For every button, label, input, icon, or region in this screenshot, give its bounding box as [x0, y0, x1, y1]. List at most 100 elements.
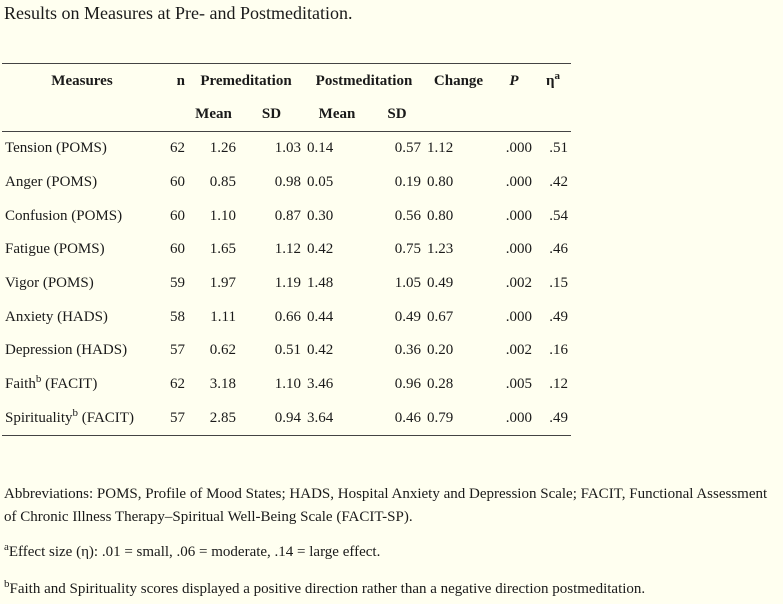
measure-name: Tension (POMS) — [5, 140, 107, 157]
cell-n: 60 — [170, 174, 185, 191]
cell-pre-mean: 1.65 — [209, 241, 236, 258]
cell-eta: .49 — [549, 308, 568, 325]
measure-name: Fatigue (POMS) — [5, 241, 105, 258]
table-caption: Results on Measures at Pre- and Postmedi… — [4, 3, 353, 23]
measure-name: Anger (POMS) — [5, 174, 98, 191]
cell-post-sd: 0.75 — [394, 241, 421, 258]
results-table: Measures n Premeditation Postmeditation … — [2, 63, 571, 437]
cell-n: 62 — [170, 140, 185, 157]
cell-pre-sd: 0.94 — [239, 401, 304, 437]
cell-change: 0.28 — [427, 376, 454, 393]
header-premeditation: Premeditation — [188, 63, 304, 98]
table-row: Anger (POMS) 60 0.85 0.98 0.05 0.19 0.80 .000 .4… — [2, 166, 571, 200]
header-eta-symbol: η — [545, 72, 555, 89]
cell-measure: Anger (POMS) — [2, 166, 162, 200]
measure-name: Confusion (POMS) — [5, 207, 123, 224]
header-change: Change — [424, 63, 493, 98]
table-row: Tension (POMS) 62 1.26 1.03 0.14 0.57 1.12 .000… — [2, 132, 571, 166]
header-measures: Measures — [2, 63, 162, 98]
cell-p-value: .005 — [505, 376, 532, 393]
cell-post-mean: 3.46 — [307, 376, 334, 393]
cell-pre-sd: 1.10 — [274, 376, 301, 393]
cell-measure: Fatigue (POMS) — [2, 233, 162, 267]
measure-scale: (FACIT) — [41, 376, 98, 393]
cell-p-value: .000 — [493, 401, 535, 437]
table-row: Vigor (POMS) 59 1.97 1.19 1.48 1.05 0.49 .002 .1… — [2, 267, 571, 301]
cell-n: 60 — [170, 207, 185, 224]
cell-post-sd: 0.36 — [394, 342, 421, 359]
cell-post-sd: 0.56 — [394, 207, 421, 224]
measure-name: Faith — [5, 376, 36, 393]
cell-measure: Confusion (POMS) — [2, 199, 162, 233]
cell-pre-mean: 1.26 — [209, 140, 236, 157]
cell-p-value: .000 — [505, 308, 532, 325]
cell-post-sd: 0.96 — [394, 376, 421, 393]
cell-pre-mean: 1.10 — [209, 207, 236, 224]
cell-pre-mean: 1.11 — [210, 308, 236, 325]
cell-pre-sd: 0.51 — [274, 342, 301, 359]
cell-post-mean: 0.44 — [307, 308, 334, 325]
measure-scale: (FACIT) — [78, 409, 134, 426]
cell-change: 1.23 — [427, 241, 454, 258]
cell-change: 0.49 — [427, 275, 454, 292]
cell-p-value: .000 — [505, 207, 532, 224]
table-row: Fatigue (POMS) 60 1.65 1.12 0.42 0.75 1.23 .000… — [2, 233, 571, 267]
header-n: n — [162, 63, 188, 98]
cell-measure: Spiritualityb (FACIT) — [2, 401, 162, 437]
measure-name: Vigor (POMS) — [5, 275, 94, 292]
cell-eta: .49 — [535, 401, 571, 437]
cell-post-mean: 1.48 — [307, 275, 334, 292]
header-pre-sd: SD — [239, 98, 304, 132]
cell-pre-sd: 0.66 — [274, 308, 301, 325]
cell-pre-mean: 3.18 — [209, 376, 236, 393]
cell-pre-sd: 1.12 — [274, 241, 301, 258]
cell-n: 62 — [170, 376, 185, 393]
header-post-mean: Mean — [304, 98, 370, 132]
footnote-b: bFaith and Spirituality scores displayed… — [4, 578, 783, 601]
cell-post-mean: 0.05 — [307, 174, 334, 191]
cell-eta: .46 — [549, 241, 568, 258]
cell-post-mean: 3.64 — [304, 401, 370, 437]
cell-eta: .54 — [549, 207, 568, 224]
cell-n: 57 — [162, 401, 188, 437]
cell-pre-sd: 1.03 — [274, 140, 301, 157]
header-p: P — [493, 63, 535, 98]
cell-change: 0.80 — [427, 174, 454, 191]
cell-change: 0.67 — [427, 308, 454, 325]
cell-p-value: .000 — [505, 174, 532, 191]
cell-post-sd: 0.49 — [394, 308, 421, 325]
cell-n: 57 — [170, 342, 185, 359]
cell-measure: Depression (HADS) — [2, 334, 162, 368]
cell-n: 59 — [170, 275, 185, 292]
table-row: Depression (HADS) 57 0.62 0.51 0.42 0.36 0.20.… — [2, 334, 571, 368]
cell-post-sd: 1.05 — [394, 275, 421, 292]
cell-post-sd: 0.19 — [394, 174, 421, 191]
cell-p-value: .000 — [505, 241, 532, 258]
measure-name: Depression (HADS) — [5, 342, 128, 359]
table-body: Tension (POMS) 62 1.26 1.03 0.14 0.57 1.12 .000… — [2, 132, 571, 437]
cell-post-sd: 0.46 — [370, 401, 424, 437]
cell-p-value: .002 — [505, 342, 532, 359]
table-row: Faithb (FACIT) 62 3.18 1.10 3.46 0.96 0.28 .005… — [2, 368, 571, 402]
footnote-a: aEffect size (η): .01 = small, .06 = mod… — [4, 541, 783, 564]
cell-post-mean: 0.30 — [307, 207, 334, 224]
header-post-sd: SD — [370, 98, 424, 132]
cell-pre-mean: 2.85 — [188, 401, 239, 437]
header-row-sub: Mean SD Mean SD — [2, 98, 571, 132]
cell-measure: Faithb (FACIT) — [2, 368, 162, 402]
cell-post-mean: 0.42 — [307, 241, 334, 258]
footnote-a-mark: a — [4, 541, 9, 553]
measure-name: Anxiety (HADS) — [5, 308, 108, 325]
cell-change: 0.80 — [427, 207, 454, 224]
cell-pre-sd: 1.19 — [274, 275, 301, 292]
cell-change: 0.79 — [424, 401, 493, 437]
cell-change: 0.20 — [427, 342, 454, 359]
header-postmeditation: Postmeditation — [304, 63, 424, 98]
cell-pre-sd: 0.98 — [274, 174, 301, 191]
cell-p-value: .000 — [505, 140, 532, 157]
cell-pre-mean: 1.97 — [209, 275, 236, 292]
cell-measure: Tension (POMS) — [2, 132, 162, 166]
header-row-top: Measures n Premeditation Postmeditation … — [2, 63, 571, 98]
header-eta: ηa — [535, 63, 571, 98]
footnote-b-mark: b — [4, 578, 10, 590]
